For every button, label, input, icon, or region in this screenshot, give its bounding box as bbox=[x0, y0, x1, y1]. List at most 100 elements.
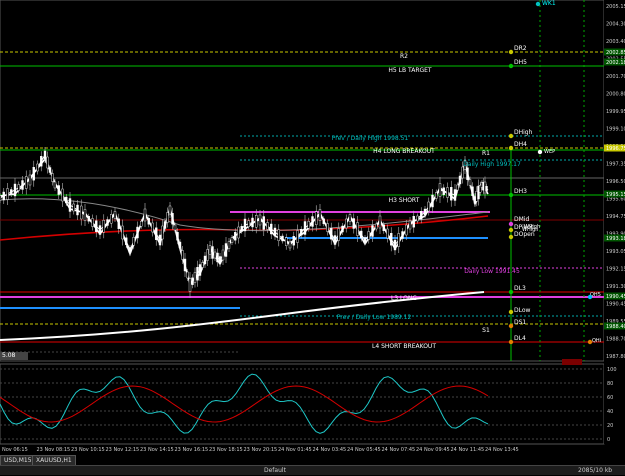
level-label: R1 bbox=[482, 150, 490, 157]
candle-body bbox=[147, 218, 150, 225]
candle-body bbox=[36, 163, 39, 172]
indicator-slow-line bbox=[0, 385, 489, 423]
status-profile: Default bbox=[264, 467, 286, 474]
candle-body bbox=[266, 222, 269, 230]
candle-body bbox=[330, 228, 333, 240]
candle-body bbox=[17, 184, 20, 191]
candle-body bbox=[333, 235, 337, 245]
candle-body bbox=[456, 184, 459, 191]
candle-body bbox=[296, 230, 299, 243]
candle-body bbox=[218, 256, 222, 264]
indicator-tick: 0 bbox=[607, 437, 610, 443]
level-label: Daily Low 1991.45 bbox=[464, 268, 520, 275]
level-tag: DOpen bbox=[514, 231, 535, 238]
price-tag-bg bbox=[604, 234, 625, 242]
indicator-tick: 40 bbox=[607, 409, 613, 415]
candle-body bbox=[83, 209, 87, 221]
time-tick: 24 Nov 01:45 bbox=[278, 447, 312, 453]
candle-body bbox=[281, 235, 284, 242]
candle-body bbox=[65, 196, 68, 204]
level-tag: DL3 bbox=[514, 285, 526, 292]
candle-body bbox=[155, 227, 158, 240]
candle-body bbox=[125, 237, 128, 245]
candle-body bbox=[273, 227, 277, 237]
level-label: L3 LONG bbox=[391, 295, 417, 302]
candle-body bbox=[166, 212, 169, 223]
level-label: Prev / Daily Low 1989.12 bbox=[337, 314, 412, 321]
level-tag: DH3 bbox=[514, 188, 527, 195]
candle-body bbox=[46, 156, 49, 169]
price-tag: 1996.75 bbox=[606, 146, 625, 152]
candle-body bbox=[178, 241, 182, 249]
candle-body bbox=[337, 228, 340, 241]
candle-body bbox=[446, 187, 449, 198]
candle-body bbox=[363, 237, 367, 243]
price-tick: 2001.70 bbox=[606, 74, 625, 80]
price-tag: 1993.18 bbox=[606, 236, 625, 242]
level-label: R2 bbox=[400, 53, 408, 60]
candle-body bbox=[186, 271, 189, 279]
time-tick: 23 Nov 14:15 bbox=[140, 447, 174, 453]
candle-body bbox=[367, 231, 370, 240]
candle-body bbox=[151, 222, 154, 233]
candle-body bbox=[356, 222, 359, 236]
indicator-tick: 100 bbox=[607, 367, 617, 373]
candle-body bbox=[40, 156, 43, 167]
time-tick: 23 Nov 20:15 bbox=[244, 447, 278, 453]
price-tag: 1988.40 bbox=[606, 324, 625, 330]
price-tag-bg bbox=[604, 292, 625, 300]
candle-body bbox=[168, 205, 172, 215]
candle-body bbox=[479, 185, 482, 193]
level-tag: DS1 bbox=[514, 319, 526, 326]
candle-body bbox=[255, 215, 258, 228]
candle-body bbox=[461, 166, 464, 179]
side-label: WEP bbox=[544, 149, 555, 155]
price-tag-bg bbox=[604, 58, 625, 66]
candle-body bbox=[48, 167, 52, 173]
side-label: QHi bbox=[592, 338, 601, 344]
candle-body bbox=[161, 225, 164, 240]
status-traffic: 2085/10 kb bbox=[578, 467, 613, 474]
time-tick: 24 Nov 07:45 bbox=[382, 447, 416, 453]
price-tick: 1995.60 bbox=[606, 197, 625, 203]
time-tick: 24 Nov 11:45 bbox=[451, 447, 485, 453]
price-tag: 2002.85 bbox=[606, 50, 625, 56]
candle-body bbox=[158, 234, 162, 246]
candle-body bbox=[80, 205, 83, 220]
candle-body bbox=[237, 226, 240, 239]
candle-body bbox=[53, 181, 57, 189]
candle-body bbox=[453, 189, 457, 201]
candle-body bbox=[25, 176, 28, 189]
candle-body bbox=[216, 252, 219, 263]
time-tick: 23 Nov 18:15 bbox=[209, 447, 243, 453]
candle-body bbox=[408, 220, 412, 230]
candle-body bbox=[32, 167, 35, 181]
candle-body bbox=[176, 232, 179, 241]
time-tick: 23 Nov 08:15 bbox=[37, 447, 71, 453]
status-bar: Default 2085/10 kb bbox=[0, 465, 625, 475]
candle-body bbox=[258, 214, 262, 226]
price-tag-bg bbox=[604, 190, 625, 198]
candle-body bbox=[110, 214, 113, 224]
candle-body bbox=[72, 203, 75, 212]
candle-body bbox=[285, 237, 288, 246]
candle-body bbox=[386, 228, 389, 239]
candle-body bbox=[193, 272, 197, 283]
candle-body bbox=[61, 188, 64, 202]
candle-body bbox=[91, 218, 94, 227]
level-tag: DH4 bbox=[514, 141, 527, 148]
candle-body bbox=[206, 249, 209, 261]
candle-body bbox=[43, 150, 47, 160]
candle-body bbox=[57, 185, 60, 195]
price-tick: 2000.80 bbox=[606, 92, 625, 98]
candle-body bbox=[468, 179, 472, 186]
price-tag: 2002.18 bbox=[606, 60, 625, 66]
candle-body bbox=[303, 221, 307, 235]
candle-body bbox=[183, 258, 187, 272]
candle-body bbox=[28, 174, 32, 186]
time-tick: 24 Nov 13:45 bbox=[485, 447, 519, 453]
candle-body bbox=[196, 267, 199, 281]
candle-body bbox=[442, 187, 445, 195]
candle-body bbox=[198, 264, 202, 276]
